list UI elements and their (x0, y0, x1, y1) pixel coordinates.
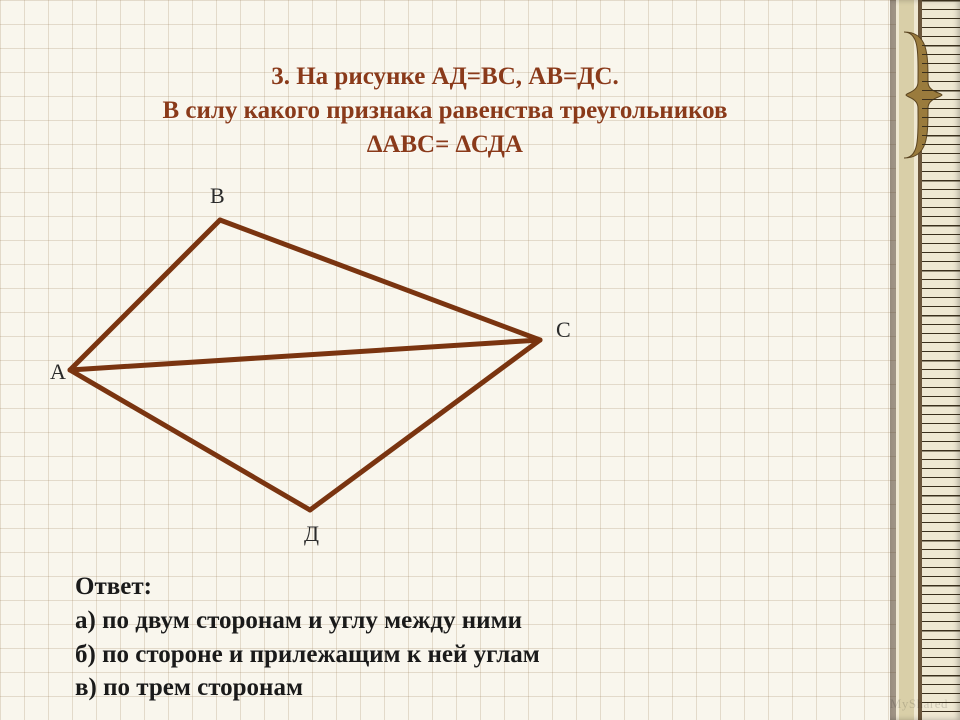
ruler-decoration (890, 0, 960, 720)
figure-svg (30, 190, 590, 540)
vertex-label-A: А (50, 359, 66, 385)
answer-option-b: б) по стороне и прилежащим к ней углам (75, 641, 540, 668)
ruler-bracket-icon (898, 30, 944, 160)
vertex-label-D: Д (304, 521, 319, 547)
watermark: MyShared (890, 696, 948, 712)
edge-AB (70, 220, 220, 370)
answer-heading: Ответ: (75, 573, 152, 600)
geometry-figure: АВСД (30, 190, 590, 540)
answer-option-a: а) по двум сторонам и углу между ними (75, 607, 522, 634)
edge-CD (310, 340, 540, 510)
edge-AC (70, 340, 540, 370)
answer-block: Ответ: а) по двум сторонам и углу между … (75, 570, 540, 705)
slide: 3. На рисунке АД=ВС, АВ=ДС. В силу каког… (0, 0, 960, 720)
vertex-label-C: С (556, 317, 571, 343)
ruler-minor-ticks (942, 0, 960, 720)
edge-BC (220, 220, 540, 340)
problem-title: 3. На рисунке АД=ВС, АВ=ДС. В силу каког… (0, 60, 890, 161)
title-line-1: 3. На рисунке АД=ВС, АВ=ДС. (271, 63, 619, 90)
content-area: 3. На рисунке АД=ВС, АВ=ДС. В силу каког… (0, 0, 890, 720)
figure-edges (70, 220, 540, 510)
answer-option-c: в) по трем сторонам (75, 674, 303, 701)
vertex-label-B: В (210, 183, 225, 209)
title-line-3: ∆АВС= ∆СДА (367, 131, 523, 158)
ruler-major-ticks (922, 0, 960, 720)
edge-DA (70, 370, 310, 510)
title-line-2: В силу какого признака равенства треугол… (162, 97, 727, 124)
